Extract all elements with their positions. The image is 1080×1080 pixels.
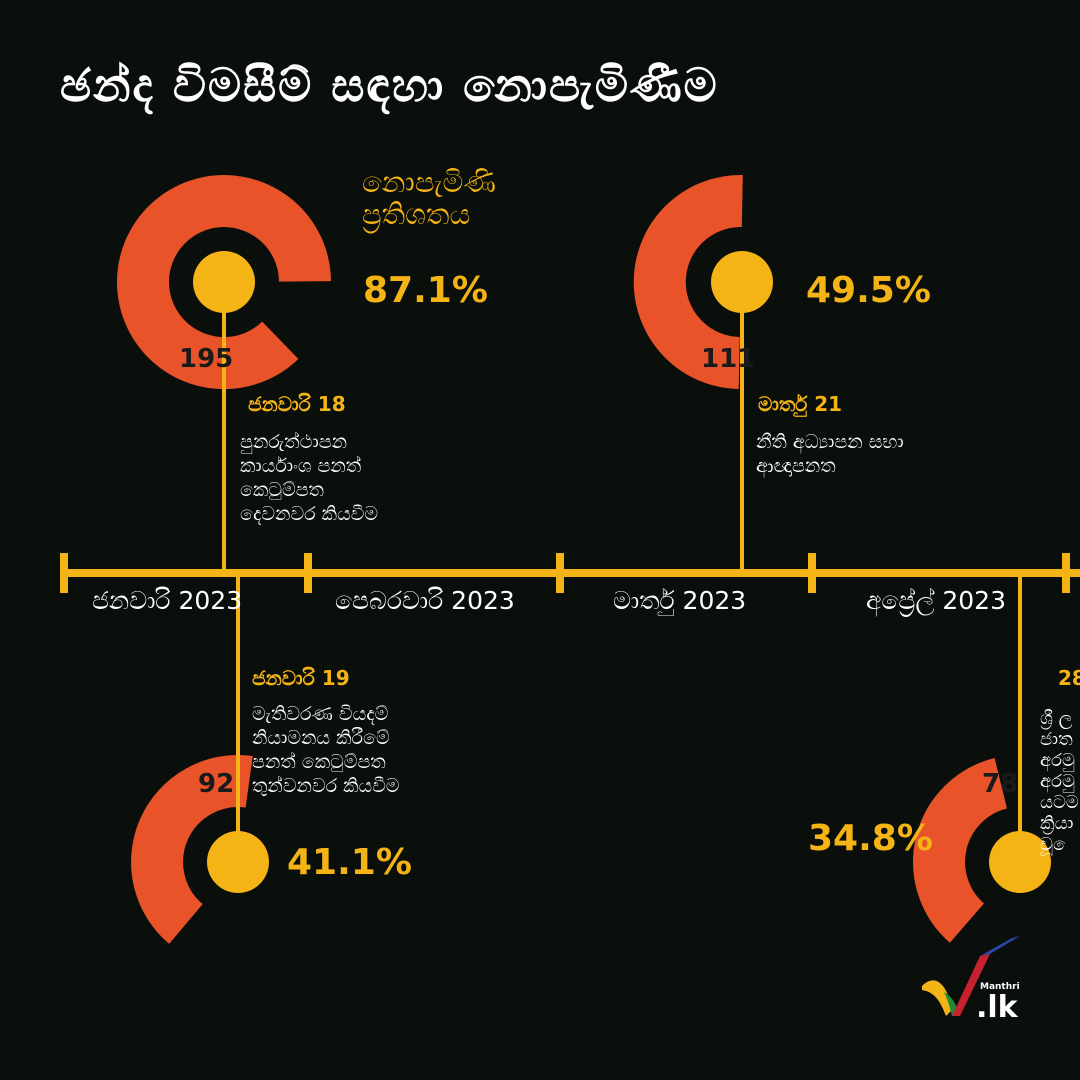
event-4-dot (989, 831, 1051, 893)
event-3-ring (633, 174, 743, 389)
event-1-percent: 87.1% (363, 270, 488, 311)
manthri-logo: Manthri .lk (918, 934, 1028, 1026)
logo-brand: Manthri (980, 982, 1020, 992)
month-label-february: පෙබරවාරි 2023 (335, 586, 515, 615)
event-4-ring (913, 758, 1008, 943)
month-label-april: අප්‍රේල් 2023 (866, 586, 1006, 615)
event-1-ring (117, 175, 331, 390)
event-4-description: ශ්‍රී ල ජාත අරමු අරමු යටම ක්‍රියා වූ ෙ (1040, 708, 1079, 855)
event-3-percent: 49.5% (806, 270, 931, 311)
event-3-description: නීති අධ්‍යාපන සභා ආඥාපනත (756, 431, 904, 477)
event-2-percent: 41.1% (287, 842, 412, 883)
event-2-count: 92 (198, 769, 235, 799)
event-4-date: 28 (1058, 666, 1080, 690)
event-3-date: මාර්තු 21 (758, 392, 843, 416)
event-3-dot (711, 251, 773, 313)
event-1-date: ජනවාරි 18 (248, 392, 346, 416)
event-1-description: පුනරුත්ථාපන කාර්යාංශ පනත් කෙටුම්පත දෙවනව… (240, 431, 379, 525)
checkmark-logo-icon (922, 936, 1020, 1016)
event-4-percent: 34.8% (808, 818, 933, 859)
month-label-january: ජනවාරි 2023 (92, 586, 243, 615)
percent-label: නොපැමිණි ප්‍රතිශතය (362, 165, 496, 231)
event-3-count: 111 (701, 344, 756, 374)
event-1-dot (193, 251, 255, 313)
page-title: ඡන්ද විමසීම් සඳහා නොපැමිණීම (60, 58, 719, 112)
month-label-march: මාර්තු 2023 (613, 586, 747, 615)
event-4-count: 78 (982, 769, 1019, 799)
event-2-ring (131, 755, 253, 944)
event-2-date: ජනවාරි 19 (252, 666, 350, 690)
event-2-dot (207, 831, 269, 893)
event-1-count: 195 (179, 344, 234, 374)
event-2-description: මැතිවරණ වියදම් නියාමනය කිරීමේ පනත් කෙටුම… (252, 703, 400, 797)
logo-domain: .lk (976, 990, 1018, 1025)
